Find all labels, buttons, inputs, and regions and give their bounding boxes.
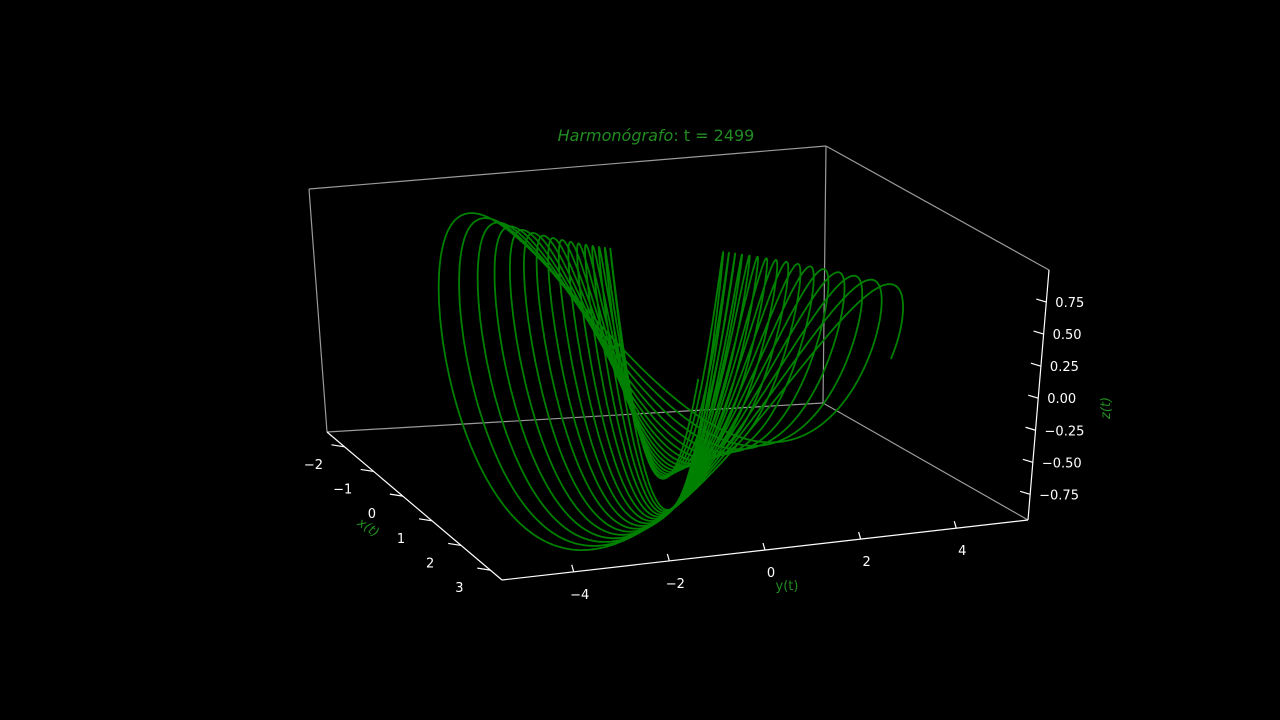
axes-box-edges: [308, 145, 1050, 521]
y-tick-label: 2: [862, 555, 870, 570]
y-axis: −4 −2 0 2 4: [501, 519, 1029, 603]
pane-edge-4: [822, 145, 827, 404]
z-axis-line: [1027, 269, 1050, 521]
y-tick-mark: [762, 542, 766, 551]
z-tick-mark: [1022, 458, 1034, 463]
pane-edge-2: [308, 145, 827, 190]
harmonograph-curve: [437, 212, 904, 551]
z-axis: 0.75 0.50 0.25 0.00 −0.25 −0.50 −0.75: [1019, 269, 1085, 521]
x-tick-mark: [389, 493, 403, 497]
x-tick-mark: [418, 518, 433, 522]
z-tick-label: −0.25: [1045, 424, 1085, 439]
chart-title-prefix: Harmonógrafo: [558, 126, 674, 145]
z-tick-label: −0.50: [1042, 456, 1082, 471]
x-axis-line: [326, 431, 503, 581]
z-tick-mark: [1036, 298, 1047, 303]
x-tick-mark: [477, 567, 491, 571]
chart-title: Harmonógrafo: t = 2499: [558, 126, 755, 145]
z-tick-label: −0.75: [1039, 488, 1079, 503]
y-axis-label: y(t): [776, 579, 799, 594]
x-axis-label: x(t): [353, 515, 381, 541]
series-line-0: [437, 212, 904, 551]
z-tick-label: 0.50: [1053, 328, 1082, 343]
z-tick-label: 0.75: [1055, 296, 1084, 311]
x-tick-mark: [331, 444, 345, 448]
x-tick-label: 1: [397, 532, 405, 547]
y-tick-mark: [571, 564, 575, 572]
z-tick-label: 0.25: [1050, 360, 1079, 375]
x-tick-mark: [360, 468, 374, 473]
y-tick-label: −2: [666, 577, 685, 592]
y-tick-mark: [953, 521, 957, 529]
x-tick-label: −1: [333, 482, 352, 497]
z-tick-mark: [1025, 426, 1036, 431]
z-axis-label: z(t): [1099, 397, 1114, 420]
y-tick-label: 0: [767, 566, 775, 581]
z-tick-mark: [1030, 362, 1042, 367]
y-tick-mark: [858, 531, 862, 540]
x-tick-mark: [448, 542, 462, 547]
pane-edge-1: [822, 402, 1029, 521]
x-tick-label: 0: [368, 507, 376, 522]
x-axis: −2 −1 0 1 2 3: [304, 431, 503, 596]
y-tick-mark: [666, 553, 670, 562]
z-tick-mark: [1028, 394, 1039, 399]
y-tick-label: −4: [570, 588, 589, 603]
x-tick-label: 3: [455, 581, 463, 596]
x-tick-label: −2: [304, 458, 323, 473]
z-tick-label: 0.00: [1047, 392, 1076, 407]
y-tick-label: 4: [958, 544, 966, 559]
pane-edge-0: [326, 402, 824, 433]
z-tick-mark: [1019, 490, 1031, 495]
pane-edge-5: [308, 188, 328, 433]
x-tick-label: 2: [426, 556, 434, 571]
chart-title-suffix: : t = 2499: [673, 126, 754, 145]
pane-edge-3: [825, 145, 1050, 271]
z-tick-mark: [1033, 330, 1044, 335]
